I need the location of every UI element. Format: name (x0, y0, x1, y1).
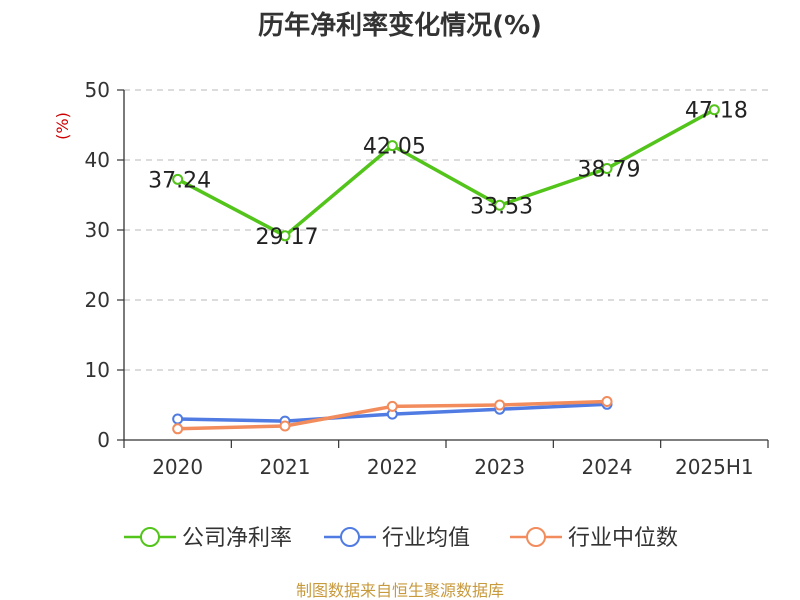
data-label: 47.18 (685, 99, 748, 124)
chart-title: 历年净利率变化情况(%) (258, 10, 542, 41)
series-point (172, 173, 184, 185)
legend-label: 行业均值 (382, 526, 470, 551)
data-label: 33.53 (470, 194, 533, 219)
data-labels: 37.24 29.17 42.05 33.53 38.79 47.18 (148, 99, 748, 250)
legend-label: 行业中位数 (568, 526, 678, 551)
data-label: 38.79 (578, 157, 641, 182)
series-point (172, 423, 184, 435)
series-point (172, 413, 184, 425)
legend-circle-icon (140, 527, 160, 547)
legend-label: 公司净利率 (182, 526, 292, 551)
y-axis-label: (%) (53, 112, 72, 140)
series-point (601, 162, 613, 174)
source-note: 制图数据来自恒生聚源数据库 (296, 581, 504, 600)
series-group (172, 104, 720, 435)
axes: 0 10 20 30 40 50 2020 2021 2022 2023 2024 2025H1 (85, 78, 769, 479)
series-point (279, 420, 291, 432)
series-point (708, 104, 720, 116)
y-tick-label: 10 (85, 358, 110, 382)
series-point (494, 399, 506, 411)
y-tick-label: 50 (85, 78, 110, 102)
series-point (386, 140, 398, 152)
legend-circle-icon (526, 527, 546, 547)
series-point (494, 199, 506, 211)
x-tick-label: 2024 (582, 455, 633, 479)
data-label: 37.24 (148, 168, 211, 193)
legend-circle-icon (340, 527, 360, 547)
x-tick-label: 2023 (474, 455, 525, 479)
grid-lines (124, 89, 768, 371)
y-tick-label: 30 (85, 218, 110, 242)
series-point (386, 400, 398, 412)
series-line (175, 107, 717, 238)
x-tick-label: 2020 (152, 455, 203, 479)
legend: 公司净利率 行业均值 行业中位数 (124, 526, 678, 551)
data-label: 29.17 (256, 225, 319, 250)
data-label: 42.05 (363, 135, 426, 160)
series-point (601, 396, 613, 407)
x-tick-label: 2021 (260, 455, 311, 479)
y-tick-label: 40 (85, 148, 110, 172)
x-tick-label: 2022 (367, 455, 418, 479)
x-tick-label: 2025H1 (675, 455, 754, 479)
y-tick-label: 0 (97, 428, 110, 452)
series-point (279, 230, 291, 242)
y-tick-label: 20 (85, 288, 110, 312)
